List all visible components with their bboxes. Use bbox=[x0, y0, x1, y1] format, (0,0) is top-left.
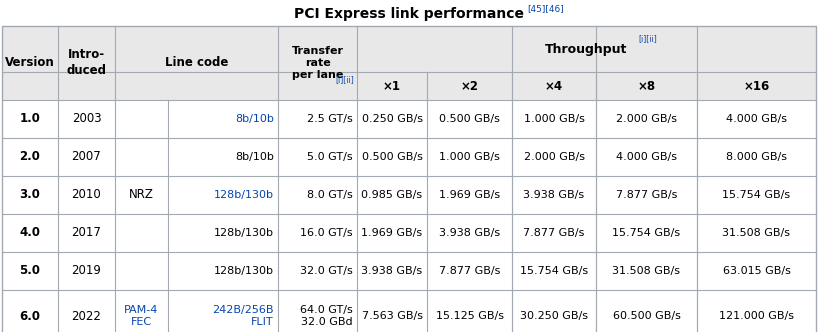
Text: 2019: 2019 bbox=[71, 265, 101, 278]
Text: 15.754 GB/s: 15.754 GB/s bbox=[613, 228, 681, 238]
Text: 8.000 GB/s: 8.000 GB/s bbox=[726, 152, 787, 162]
Text: PCI Express link performance: PCI Express link performance bbox=[294, 7, 524, 21]
Text: 128b/130b: 128b/130b bbox=[214, 190, 274, 200]
Bar bbox=[2, 26, 816, 100]
Text: ×8: ×8 bbox=[637, 79, 655, 93]
Text: 64.0 GT/s
32.0 GBd: 64.0 GT/s 32.0 GBd bbox=[300, 305, 353, 327]
Text: ×1: ×1 bbox=[383, 79, 401, 93]
Text: Line code: Line code bbox=[164, 56, 228, 69]
Text: 1.969 GB/s: 1.969 GB/s bbox=[439, 190, 500, 200]
Text: 2022: 2022 bbox=[71, 309, 101, 322]
Text: [i][ii]: [i][ii] bbox=[639, 34, 657, 43]
Text: 6.0: 6.0 bbox=[20, 309, 41, 322]
Text: 16.0 GT/s: 16.0 GT/s bbox=[300, 228, 353, 238]
Text: 3.938 GB/s: 3.938 GB/s bbox=[362, 266, 423, 276]
Text: 1.0: 1.0 bbox=[20, 113, 40, 125]
Text: 15.754 GB/s: 15.754 GB/s bbox=[520, 266, 588, 276]
Text: 0.250 GB/s: 0.250 GB/s bbox=[362, 114, 423, 124]
Text: 0.500 GB/s: 0.500 GB/s bbox=[439, 114, 500, 124]
Text: Transfer
rate
per lane: Transfer rate per lane bbox=[291, 45, 344, 80]
Text: 128b/130b: 128b/130b bbox=[214, 228, 274, 238]
Text: 8b/10b: 8b/10b bbox=[235, 114, 274, 124]
Text: Intro-
duced: Intro- duced bbox=[66, 48, 106, 77]
Text: 3.938 GB/s: 3.938 GB/s bbox=[439, 228, 500, 238]
Text: 242B/256B
FLIT: 242B/256B FLIT bbox=[213, 305, 274, 327]
Text: 31.508 GB/s: 31.508 GB/s bbox=[613, 266, 681, 276]
Text: 2007: 2007 bbox=[72, 150, 101, 163]
Text: 2.000 GB/s: 2.000 GB/s bbox=[524, 152, 585, 162]
Text: 4.0: 4.0 bbox=[20, 226, 41, 239]
Text: [45][46]: [45][46] bbox=[527, 5, 564, 14]
Text: 4.000 GB/s: 4.000 GB/s bbox=[616, 152, 677, 162]
Text: 31.508 GB/s: 31.508 GB/s bbox=[722, 228, 790, 238]
Text: NRZ: NRZ bbox=[129, 189, 154, 202]
Text: 3.0: 3.0 bbox=[20, 189, 40, 202]
Text: 5.0 GT/s: 5.0 GT/s bbox=[308, 152, 353, 162]
Text: 63.015 GB/s: 63.015 GB/s bbox=[722, 266, 790, 276]
Text: 2010: 2010 bbox=[72, 189, 101, 202]
Text: Version: Version bbox=[5, 56, 55, 69]
Text: 32.0 GT/s: 32.0 GT/s bbox=[300, 266, 353, 276]
Text: 15.125 GB/s: 15.125 GB/s bbox=[435, 311, 504, 321]
Text: 1.969 GB/s: 1.969 GB/s bbox=[362, 228, 423, 238]
Text: 128b/130b: 128b/130b bbox=[214, 266, 274, 276]
Text: 8.0 GT/s: 8.0 GT/s bbox=[308, 190, 353, 200]
Text: ×2: ×2 bbox=[461, 79, 479, 93]
Text: 60.500 GB/s: 60.500 GB/s bbox=[613, 311, 681, 321]
Text: 1.000 GB/s: 1.000 GB/s bbox=[439, 152, 500, 162]
Text: 4.000 GB/s: 4.000 GB/s bbox=[726, 114, 787, 124]
Bar bbox=[2, 100, 816, 332]
Text: 3.938 GB/s: 3.938 GB/s bbox=[524, 190, 585, 200]
Text: 8b/10b: 8b/10b bbox=[235, 152, 274, 162]
Text: PAM-4
FEC: PAM-4 FEC bbox=[124, 305, 159, 327]
Text: ×16: ×16 bbox=[744, 79, 770, 93]
Text: 7.877 GB/s: 7.877 GB/s bbox=[616, 190, 677, 200]
Text: Throughput: Throughput bbox=[546, 42, 627, 55]
Text: 121.000 GB/s: 121.000 GB/s bbox=[719, 311, 794, 321]
Text: 2.5 GT/s: 2.5 GT/s bbox=[308, 114, 353, 124]
Text: 7.877 GB/s: 7.877 GB/s bbox=[524, 228, 585, 238]
Text: 7.563 GB/s: 7.563 GB/s bbox=[362, 311, 423, 321]
Text: 7.877 GB/s: 7.877 GB/s bbox=[438, 266, 500, 276]
Text: 2.0: 2.0 bbox=[20, 150, 40, 163]
Text: 15.754 GB/s: 15.754 GB/s bbox=[722, 190, 790, 200]
Text: 0.500 GB/s: 0.500 GB/s bbox=[362, 152, 422, 162]
Text: 2017: 2017 bbox=[71, 226, 101, 239]
Text: 1.000 GB/s: 1.000 GB/s bbox=[524, 114, 584, 124]
Text: [i][ii]: [i][ii] bbox=[335, 75, 354, 84]
Text: 0.985 GB/s: 0.985 GB/s bbox=[362, 190, 423, 200]
Text: ×4: ×4 bbox=[545, 79, 563, 93]
Text: 2.000 GB/s: 2.000 GB/s bbox=[616, 114, 677, 124]
Text: 5.0: 5.0 bbox=[20, 265, 41, 278]
Text: 30.250 GB/s: 30.250 GB/s bbox=[520, 311, 588, 321]
Text: 2003: 2003 bbox=[72, 113, 101, 125]
